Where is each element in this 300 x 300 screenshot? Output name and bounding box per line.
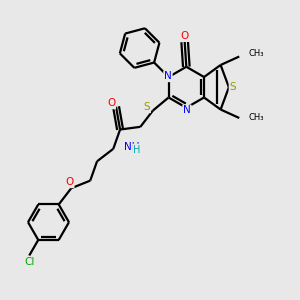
Text: H: H (133, 145, 140, 154)
Text: O: O (107, 98, 115, 109)
Text: S: S (144, 102, 150, 112)
Text: N: N (183, 105, 191, 116)
Text: S: S (230, 82, 236, 92)
Text: NH: NH (124, 142, 139, 152)
Text: CH₃: CH₃ (248, 113, 264, 122)
Text: CH₃: CH₃ (248, 50, 264, 58)
Text: O: O (65, 177, 74, 187)
Text: Cl: Cl (24, 256, 34, 267)
Text: O: O (181, 31, 189, 41)
Text: N: N (164, 71, 172, 81)
